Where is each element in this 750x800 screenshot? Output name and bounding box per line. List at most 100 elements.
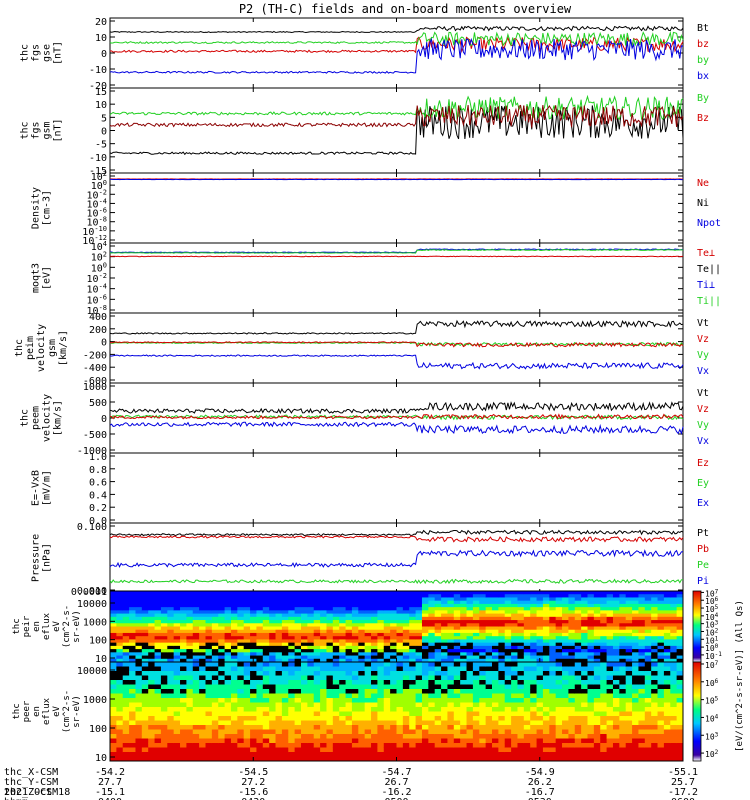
spectrogram-cell <box>250 698 257 703</box>
spectrogram-cell <box>530 756 537 762</box>
spectrogram-cell <box>339 623 346 627</box>
spectrogram-cell <box>326 675 334 681</box>
spectrogram-cell <box>377 680 385 685</box>
spectrogram-cell <box>281 743 289 748</box>
spectrogram-cell <box>606 725 614 730</box>
spectrogram-cell <box>676 716 684 721</box>
series-line-Vx <box>109 421 684 435</box>
spectrogram-cell <box>250 607 257 611</box>
spectrogram-cell <box>307 597 315 602</box>
spectrogram-cell <box>447 720 455 726</box>
spectrogram-cell <box>173 594 181 598</box>
spectrogram-cell <box>390 623 397 627</box>
spectrogram-cell <box>301 734 308 739</box>
spectrogram-cell <box>670 603 678 608</box>
spectrogram-cell <box>485 743 493 748</box>
spectrogram-cell <box>320 680 327 685</box>
spectrogram-cell <box>485 698 493 703</box>
spectrogram-cell <box>632 729 639 735</box>
spectrogram-cell <box>555 594 563 598</box>
spectrogram-cell <box>173 597 181 602</box>
spectrogram-cell <box>568 632 576 637</box>
spectrogram-cell <box>485 711 493 717</box>
spectrogram-cell <box>332 620 340 624</box>
spectrogram-cell <box>199 626 206 631</box>
spectrogram-cell <box>243 725 251 730</box>
spectrogram-cell <box>122 702 130 708</box>
spectrogram-cell <box>326 684 334 690</box>
spectrogram-cell <box>275 711 283 717</box>
spectrogram-cell <box>396 666 404 672</box>
spectrogram-cell <box>460 689 467 694</box>
spectrogram-cell <box>555 702 563 708</box>
spectrogram-cell <box>230 743 238 748</box>
spectrogram-cell <box>199 720 206 726</box>
panel-frame <box>109 172 684 244</box>
legend-entry: Pb <box>697 544 709 555</box>
spectrogram-cell <box>237 743 245 748</box>
spectrogram-cell <box>205 632 213 637</box>
spectrogram-cell <box>402 655 410 660</box>
spectrogram-cell <box>612 698 620 703</box>
spectrogram-cell <box>320 655 327 660</box>
orbit-row-value: 0530 <box>528 797 552 800</box>
spectrogram-cell <box>472 626 480 631</box>
spectrogram-cell <box>663 658 671 663</box>
spectrogram-cell <box>453 666 461 672</box>
spectrogram-cell <box>434 675 442 681</box>
spectrogram-cell <box>358 652 366 656</box>
spectrogram-cell <box>167 662 175 667</box>
spectrogram-cell <box>530 720 537 726</box>
spectrogram-cell <box>173 716 181 721</box>
spectrogram-cell <box>237 642 245 647</box>
orbit-row-value: -54.2 <box>95 767 125 778</box>
spectrogram-cell <box>243 711 251 717</box>
spectrogram-cell <box>230 716 238 721</box>
spectrogram-cell <box>262 711 270 717</box>
spectrogram-cell <box>498 747 506 753</box>
spectrogram-cell <box>141 597 149 602</box>
spectrogram-cell <box>517 636 525 640</box>
spectrogram-cell <box>250 594 257 598</box>
spectrogram-cell <box>205 645 213 650</box>
spectrogram-cell <box>192 616 200 621</box>
spectrogram-cell <box>173 639 181 644</box>
spectrogram-cell <box>364 642 372 647</box>
spectrogram-cell <box>619 684 627 690</box>
spectrogram-cell <box>441 738 448 744</box>
spectrogram-cell <box>492 658 499 663</box>
spectrogram-cell <box>116 716 124 721</box>
spectrogram-cell <box>148 698 155 703</box>
spectrogram-cell <box>542 671 550 676</box>
spectrogram-cell <box>364 725 372 730</box>
spectrogram-cell <box>301 702 308 708</box>
spectrogram-cell <box>562 747 569 753</box>
spectrogram-cell <box>313 671 321 676</box>
spectrogram-cell <box>148 597 155 602</box>
spectrogram-cell <box>663 645 671 650</box>
spectrogram-cell <box>504 752 512 757</box>
spectrogram-cell <box>644 642 652 647</box>
spectrogram-cell <box>135 711 143 717</box>
spectrogram-cell <box>275 597 283 602</box>
spectrogram-cell <box>651 698 658 703</box>
spectrogram-cell <box>250 734 257 739</box>
spectrogram-cell <box>415 747 423 753</box>
spectrogram-cell <box>243 658 251 663</box>
spectrogram-cell <box>281 738 289 744</box>
spectrogram-cell <box>517 752 525 757</box>
spectrogram-cell <box>135 671 143 676</box>
spectrogram-cell <box>574 623 582 627</box>
spectrogram-cell <box>129 716 136 721</box>
spectrogram-cell <box>383 680 391 685</box>
spectrogram-cell <box>498 693 506 699</box>
spectrogram-cell <box>275 594 283 598</box>
spectrogram-cell <box>129 662 136 667</box>
spectrogram-cell <box>218 597 225 602</box>
spectrogram-cell <box>460 652 467 656</box>
spectrogram-cell <box>326 645 334 650</box>
spectrogram-cell <box>205 711 213 717</box>
spectrogram-cell <box>498 607 506 611</box>
spectrogram-cell <box>205 675 213 681</box>
spectrogram-cell <box>485 597 493 602</box>
